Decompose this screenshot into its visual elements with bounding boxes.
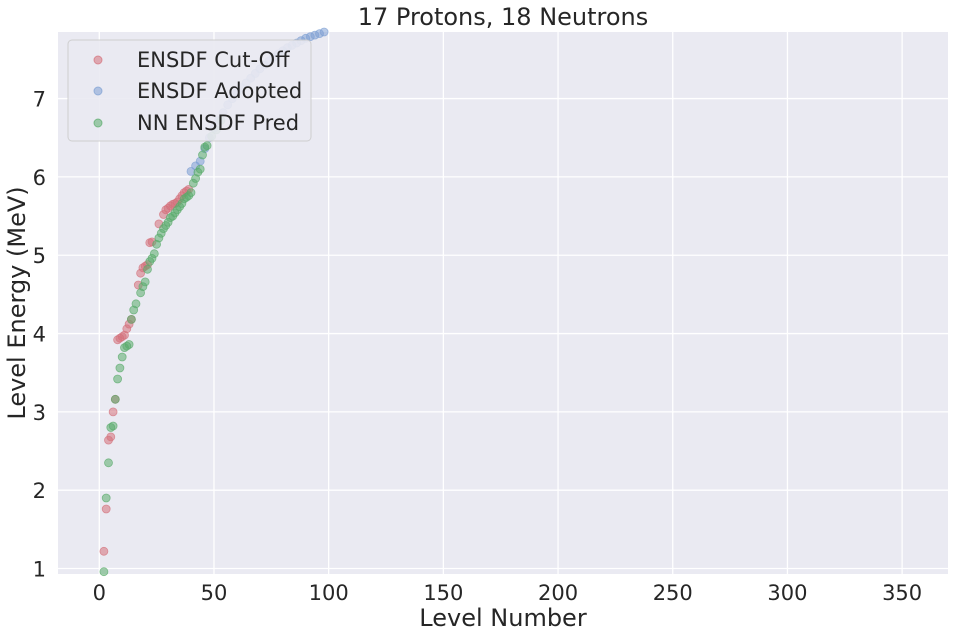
x-axis-label: Level Number <box>419 604 587 632</box>
y-tick-label: 2 <box>33 479 46 503</box>
y-tick-label: 6 <box>33 166 46 190</box>
y-tick-label: 1 <box>33 558 46 582</box>
y-tick-label: 3 <box>33 401 46 425</box>
y-tick-label: 5 <box>33 244 46 268</box>
x-tick-label: 0 <box>93 581 106 605</box>
prediction-point <box>126 314 136 324</box>
grid-lines <box>58 32 948 574</box>
prediction-point <box>117 352 127 362</box>
adopted-point <box>319 27 329 37</box>
cutoff-point <box>99 546 109 556</box>
cutoff-point <box>108 407 118 417</box>
prediction-point <box>101 493 111 503</box>
cutoff-point <box>101 504 111 514</box>
prediction-point <box>99 567 109 577</box>
prediction-point <box>149 249 159 259</box>
y-tick-labels: 1 2 3 4 5 6 7 <box>33 88 46 582</box>
prediction-point <box>113 374 122 384</box>
legend-label-adopted: ENSDF Adopted <box>137 79 302 103</box>
prediction-point <box>124 340 134 349</box>
x-tick-label: 150 <box>423 581 463 605</box>
prediction-point <box>108 421 118 431</box>
x-tick-label: 100 <box>309 581 349 605</box>
y-axis-label: Level Energy (MeV) <box>3 186 31 419</box>
legend-label-cutoff: ENSDF Cut-Off <box>137 48 290 72</box>
prediction-point <box>110 394 120 404</box>
legend-box <box>67 39 312 142</box>
y-tick-label: 7 <box>33 88 46 112</box>
cutoff-point <box>106 432 116 442</box>
prediction-point <box>140 277 150 287</box>
x-tick-label: 300 <box>767 581 807 605</box>
prediction-point <box>195 164 205 174</box>
x-tick-label: 200 <box>538 581 578 605</box>
legend-marker-cutoff <box>93 55 103 65</box>
prediction-point <box>202 141 212 151</box>
legend-label-prediction: NN ENSDF Pred <box>137 111 299 135</box>
legend-marker-adopted <box>93 86 103 96</box>
prediction-point <box>198 150 207 160</box>
prediction-point <box>143 264 152 274</box>
prediction-point <box>186 188 196 198</box>
legend-marker-prediction <box>93 118 103 128</box>
prediction-point <box>104 458 113 468</box>
x-tick-labels: 0 50 100 150 200 250 300 350 <box>93 581 923 605</box>
legend: ENSDF Cut-Off ENSDF Adopted NN ENSDF Pre… <box>67 39 312 142</box>
prediction-point <box>131 299 141 309</box>
x-tick-label: 250 <box>653 581 693 605</box>
y-tick-label: 4 <box>33 323 46 347</box>
chart-title: 17 Protons, 18 Neutrons <box>358 3 649 31</box>
x-tick-label: 350 <box>882 581 922 605</box>
x-tick-label: 50 <box>201 581 228 605</box>
prediction-point <box>115 363 125 373</box>
